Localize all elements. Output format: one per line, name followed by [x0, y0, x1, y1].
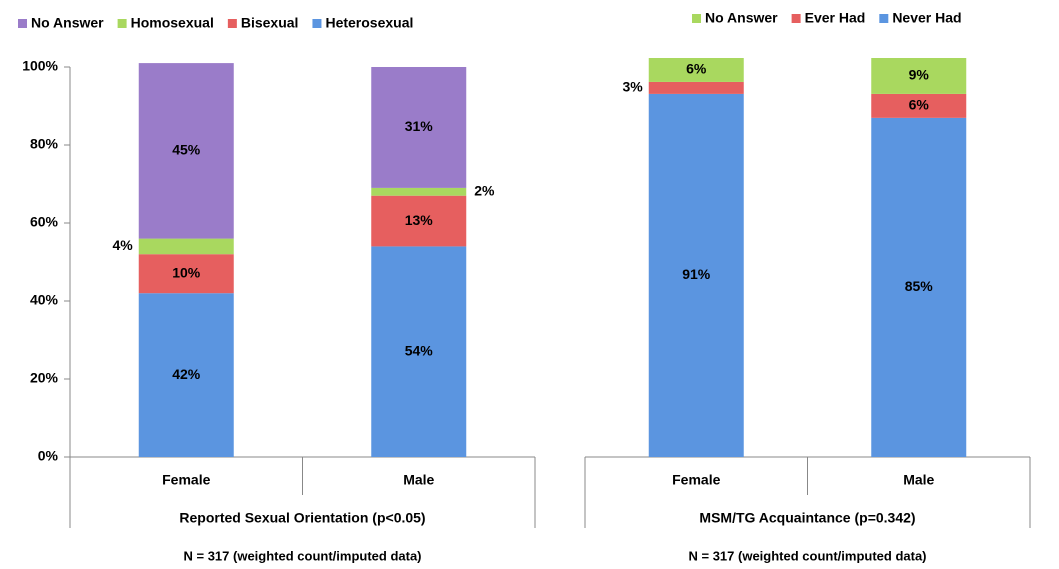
x-tick-label: Male: [403, 472, 434, 488]
bar-segment: [138, 254, 234, 294]
x-axis-label: Reported Sexual Orientation (p<0.05): [179, 510, 425, 526]
data-label: 3%: [623, 79, 644, 95]
legend-swatch: [227, 19, 237, 28]
note: N = 317 (weighted count/imputed data): [689, 548, 927, 563]
data-label: 2%: [474, 183, 495, 199]
data-label: 10%: [172, 264, 201, 280]
legend-label: Never Had: [892, 10, 961, 26]
bar-segment: [371, 246, 467, 457]
legend-label: No Answer: [705, 10, 778, 26]
bar-segment: [138, 293, 234, 457]
data-label: 6%: [686, 61, 707, 77]
legend-label: Heterosexual: [325, 15, 413, 31]
data-label: 91%: [682, 266, 711, 282]
note: N = 317 (weighted count/imputed data): [184, 548, 422, 563]
bar-segment: [371, 195, 467, 247]
legend-swatch: [791, 14, 801, 23]
data-label: 45%: [172, 142, 201, 158]
data-label: 13%: [405, 212, 434, 228]
data-label: 31%: [405, 118, 434, 134]
bar-segment: [648, 93, 744, 457]
data-label: 4%: [113, 237, 134, 253]
y-tick-label: 0%: [38, 448, 59, 464]
bar-segment: [371, 67, 467, 188]
bar-segment: [871, 117, 967, 457]
legend-swatch: [117, 19, 127, 28]
data-label: 54%: [405, 342, 434, 358]
y-tick-label: 60%: [30, 214, 59, 230]
legend-swatch: [312, 19, 322, 28]
legend-swatch: [18, 19, 27, 28]
x-axis-label: MSM/TG Acquaintance (p=0.342): [699, 510, 915, 526]
data-label: 85%: [905, 278, 934, 294]
data-label: 9%: [909, 67, 930, 83]
legend-label: Ever Had: [805, 10, 866, 26]
y-tick-label: 20%: [30, 370, 59, 386]
x-tick-label: Female: [672, 472, 720, 488]
legend-label: No Answer: [31, 15, 104, 31]
x-tick-label: Male: [903, 472, 934, 488]
legend-label: Bisexual: [241, 15, 299, 31]
bar-segment: [138, 63, 234, 239]
bar-segment: [648, 81, 744, 94]
bar-segment: [871, 58, 967, 94]
y-tick-label: 100%: [22, 58, 58, 74]
legend-swatch: [692, 14, 701, 23]
bar-segment: [871, 93, 967, 118]
bar-segment: [371, 187, 467, 196]
x-tick-label: Female: [162, 472, 210, 488]
data-label: 42%: [172, 366, 201, 382]
bar-segment: [138, 238, 234, 255]
y-tick-label: 40%: [30, 292, 59, 308]
legend-label: Homosexual: [131, 15, 214, 31]
data-label: 6%: [909, 97, 930, 113]
y-tick-label: 80%: [30, 136, 59, 152]
legend-swatch: [879, 14, 889, 23]
bar-segment: [648, 58, 744, 82]
